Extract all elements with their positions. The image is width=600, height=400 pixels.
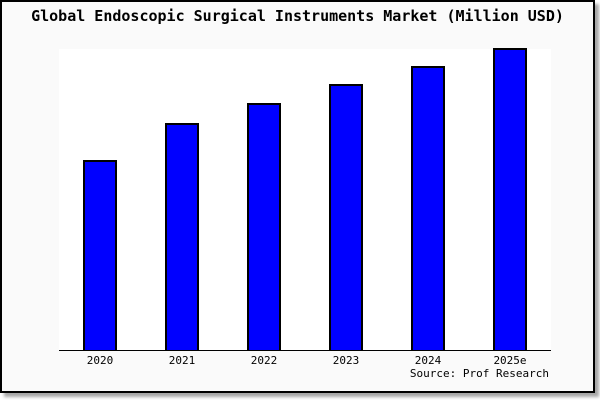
x-tick-label-2025e: 2025e	[493, 354, 527, 367]
x-tick-label-2024: 2024	[414, 354, 442, 367]
bar-2023	[329, 84, 363, 350]
bar-2025e	[492, 47, 527, 350]
x-tick-label-2022: 2022	[250, 354, 278, 367]
bar-2022	[247, 103, 281, 350]
x-tick-label-2020: 2020	[86, 354, 114, 367]
x-tick-label-2023: 2023	[332, 354, 360, 367]
x-axis-labels: 2020 2021 2022 2023 2024 2025e	[59, 354, 551, 368]
plot-area	[59, 47, 551, 351]
source-label: Source: Prof Research	[409, 367, 549, 380]
chart-figure: Global Endoscopic Surgical Instruments M…	[0, 0, 595, 393]
bar-2024	[411, 66, 445, 350]
bar-2020	[82, 159, 117, 350]
x-tick-label-2021: 2021	[168, 354, 196, 367]
bar-2021	[165, 122, 199, 350]
chart-title: Global Endoscopic Surgical Instruments M…	[31, 7, 564, 25]
